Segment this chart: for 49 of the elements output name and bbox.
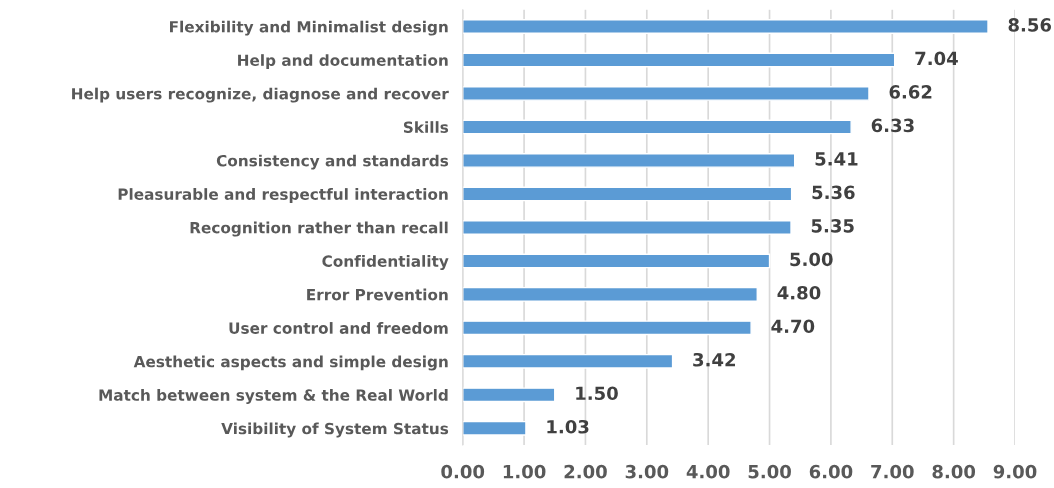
y-tick-label: Match between system & the Real World xyxy=(99,389,448,404)
data-label: 4.80 xyxy=(777,285,821,300)
y-tick-label: Pleasurable and respectful interaction xyxy=(118,188,448,203)
x-tick-label: 4.00 xyxy=(686,464,730,479)
bar xyxy=(462,220,792,235)
x-tick-label: 7.00 xyxy=(871,464,914,479)
x-tick-label: 1.00 xyxy=(503,464,546,479)
x-tick-label: 8.00 xyxy=(932,464,976,479)
bar xyxy=(462,119,852,135)
x-tick-label: 9.00 xyxy=(993,464,1037,479)
bar xyxy=(462,186,793,202)
x-tick-label: 3.00 xyxy=(625,464,669,479)
bar xyxy=(462,52,896,68)
data-label: 7.04 xyxy=(915,51,958,66)
y-tick-label: Confidentiality xyxy=(322,255,449,270)
y-tick-label: Flexibility and Minimalist design xyxy=(170,20,448,36)
data-label: 5.36 xyxy=(812,185,855,200)
y-tick-label: Aesthetic aspects and simple design xyxy=(133,355,448,371)
bar xyxy=(462,153,796,168)
data-label: 6.62 xyxy=(889,85,932,99)
y-tick-label: Visibility of System Status xyxy=(221,422,449,438)
bar xyxy=(462,353,674,369)
x-tick-label: 5.00 xyxy=(748,464,791,479)
y-tick-label: Error Prevention xyxy=(307,288,448,301)
data-label: 5.35 xyxy=(811,218,854,233)
data-label: 5.00 xyxy=(790,252,833,267)
y-tick-label: User control and freedom xyxy=(229,322,448,334)
data-label: 1.50 xyxy=(576,386,618,401)
x-tick-label: 0.00 xyxy=(441,464,485,479)
y-tick-label: Help users recognize, diagnose and recover xyxy=(72,87,449,103)
data-label: 6.33 xyxy=(871,118,914,133)
bar xyxy=(462,19,989,34)
bar xyxy=(462,86,870,101)
data-label: 8.56 xyxy=(1008,18,1052,32)
y-tick-label: Consistency and standards xyxy=(216,154,449,170)
bar xyxy=(462,253,771,269)
bar xyxy=(462,420,527,436)
data-label: 4.70 xyxy=(771,319,815,334)
y-tick-label: Recognition rather than recall xyxy=(190,221,448,237)
data-label: 3.42 xyxy=(693,352,735,367)
y-tick-label: Skills xyxy=(403,121,449,133)
bar xyxy=(462,286,758,302)
y-tick-label: Help and documentation xyxy=(238,54,448,69)
x-tick-label: 2.00 xyxy=(564,464,607,479)
bar xyxy=(462,320,752,336)
data-label: 5.41 xyxy=(815,152,858,166)
x-tick-label: 6.00 xyxy=(809,464,853,479)
data-label: 1.03 xyxy=(547,419,589,434)
bar xyxy=(462,387,556,403)
